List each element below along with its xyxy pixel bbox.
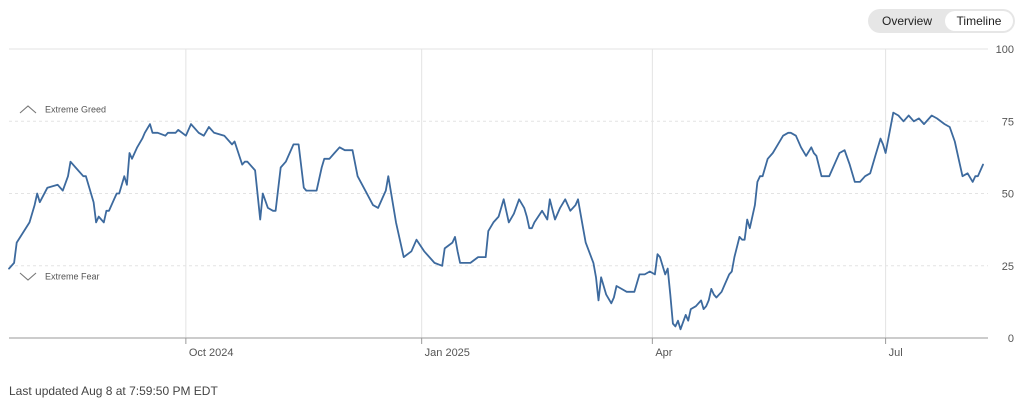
y-tick-label: 100: [996, 44, 1014, 56]
timeline-tab[interactable]: Timeline: [945, 11, 1013, 31]
y-tick-label: 50: [1002, 189, 1014, 201]
y-tick-label: 75: [1002, 116, 1014, 128]
view-toggle: Overview Timeline: [868, 9, 1015, 33]
y-tick-label: 0: [1008, 333, 1014, 345]
x-tick-label: Oct 2024: [189, 347, 234, 359]
x-tick-label: Apr: [655, 347, 672, 359]
chevron-up-icon: [19, 105, 37, 114]
x-tick-label: Jan 2025: [425, 347, 470, 359]
fear-greed-timeline-chart: 0 25 50 75 100 Oct 2024 Jan 2025 Apr Jul Extreme …: [8, 44, 1014, 359]
last-updated-text: Last updated Aug 8 at 7:59:50 PM EDT: [9, 384, 218, 398]
y-tick-label: 25: [1002, 261, 1014, 273]
chevron-down-icon: [19, 272, 37, 281]
fear-greed-index-line: [8, 111, 984, 331]
extreme-fear-label: Extreme Fear: [45, 272, 100, 282]
extreme-greed-label: Extreme Greed: [45, 105, 106, 115]
x-tick-label: Jul: [889, 347, 903, 359]
overview-tab[interactable]: Overview: [881, 14, 932, 28]
